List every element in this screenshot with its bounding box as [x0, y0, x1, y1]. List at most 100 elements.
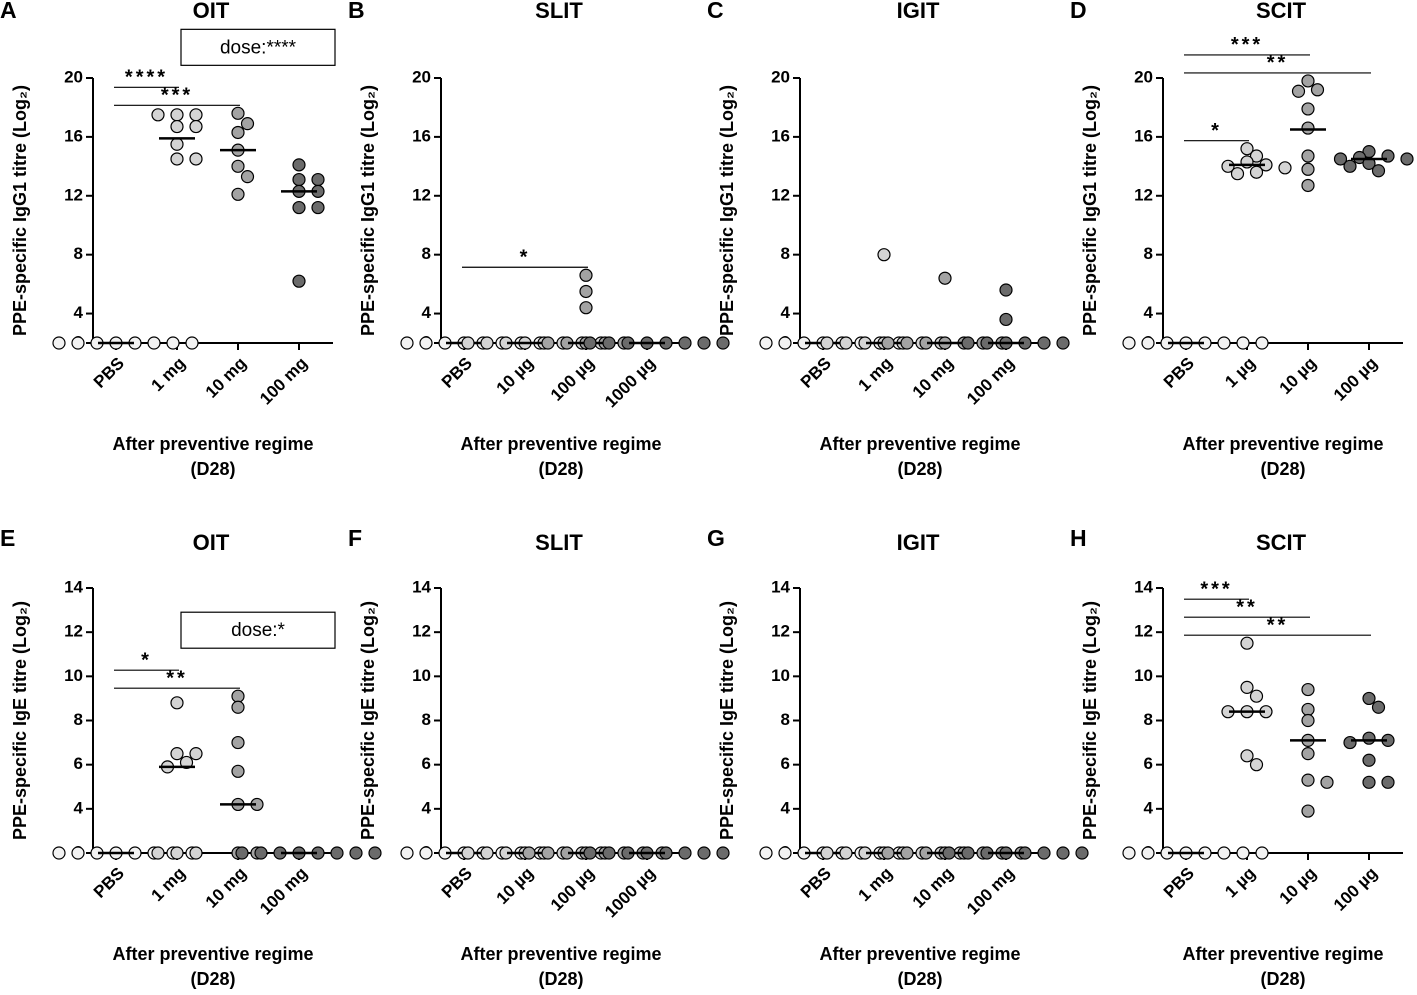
- y-axis-label: PPE-specific IgE titre (Log₂): [358, 601, 378, 840]
- data-point: [1236, 336, 1250, 350]
- x-tick-label: 10 µg: [1276, 864, 1320, 908]
- data-point: [170, 696, 184, 710]
- data-point: [1362, 731, 1376, 745]
- y-tick-label: 6: [422, 754, 431, 773]
- data-point: [185, 336, 199, 350]
- x-tick-label: 100 mg: [963, 864, 1018, 919]
- data-point: [1352, 150, 1367, 165]
- x-tick-label: 100 µg: [547, 864, 598, 915]
- y-tick-label: 16: [771, 126, 790, 145]
- data-point: [716, 846, 730, 860]
- y-tick-label: 14: [1134, 577, 1153, 596]
- data-point: [170, 119, 184, 134]
- panel-letter: C: [707, 0, 724, 23]
- x-tick-label: 1 µg: [1221, 354, 1259, 392]
- x-tick-label: 1000 µg: [601, 354, 659, 412]
- data-point: [480, 846, 494, 860]
- data-point: [900, 336, 914, 350]
- data-point: [839, 846, 853, 860]
- data-point: [419, 336, 433, 350]
- y-tick-label: 4: [1144, 798, 1154, 817]
- data-point: [480, 336, 494, 350]
- data-point: [999, 283, 1013, 297]
- data-point: [231, 689, 245, 703]
- significance-label: **: [166, 667, 188, 689]
- chart-title: SLIT: [535, 0, 583, 23]
- x-tick-label: PBS: [1160, 354, 1198, 392]
- y-tick-label: 14: [771, 577, 790, 596]
- y-tick-label: 6: [781, 754, 790, 773]
- data-point: [179, 755, 194, 770]
- data-point: [1221, 159, 1235, 173]
- x-tick-label: PBS: [797, 354, 835, 392]
- data-point: [1333, 152, 1348, 166]
- y-tick-label: 8: [1144, 710, 1153, 729]
- data-point: [583, 846, 597, 860]
- x-tick-label: 10 mg: [909, 354, 957, 402]
- data-point: [1056, 336, 1070, 350]
- data-point: [579, 268, 593, 282]
- data-point: [231, 106, 245, 120]
- data-point: [1141, 846, 1155, 860]
- data-point: [678, 336, 692, 350]
- data-point: [189, 846, 203, 860]
- x-axis-label: After preventive regime: [819, 434, 1020, 454]
- y-tick-label: 20: [64, 67, 83, 86]
- data-point: [1249, 689, 1264, 703]
- panel-letter: A: [0, 0, 17, 23]
- dose-label: dose:*: [231, 620, 285, 641]
- y-axis-label: PPE-specific IgG1 titre (Log₂): [358, 85, 378, 336]
- chart-title: SLIT: [535, 530, 583, 555]
- y-axis-label: PPE-specific IgE titre (Log₂): [10, 601, 30, 840]
- data-point: [1301, 773, 1315, 787]
- y-tick-label: 20: [771, 67, 790, 86]
- x-tick-label: PBS: [1160, 864, 1198, 902]
- data-point: [778, 336, 792, 350]
- data-point: [71, 846, 85, 860]
- data-point: [1381, 149, 1395, 163]
- data-point: [1400, 152, 1414, 166]
- data-point: [254, 846, 268, 860]
- data-point: [461, 336, 475, 350]
- x-tick-label: 100 mg: [256, 354, 311, 409]
- x-tick-label: 10 mg: [202, 354, 250, 402]
- data-point: [1371, 700, 1386, 714]
- data-point: [1362, 691, 1376, 706]
- data-point: [189, 747, 203, 761]
- x-tick-label: 1 µg: [1221, 864, 1259, 902]
- x-axis-label: (D28): [538, 969, 583, 989]
- y-tick-label: 4: [781, 303, 791, 322]
- x-tick-label: 10 µg: [1276, 354, 1320, 398]
- y-tick-label: 8: [781, 244, 790, 263]
- data-point: [1255, 336, 1269, 350]
- y-tick-label: 14: [64, 577, 83, 596]
- data-point: [1217, 846, 1231, 860]
- y-tick-label: 6: [74, 754, 83, 773]
- x-axis-label: (D28): [1260, 459, 1305, 479]
- data-point: [697, 846, 711, 860]
- data-point: [189, 108, 203, 122]
- x-tick-label: PBS: [438, 354, 476, 392]
- data-point: [1301, 162, 1315, 176]
- data-point: [419, 846, 433, 860]
- data-point: [1056, 846, 1070, 860]
- data-point: [231, 125, 245, 140]
- y-tick-label: 12: [412, 622, 431, 641]
- data-point: [839, 336, 853, 350]
- y-axis-label: PPE-specific IgG1 titre (Log₂): [717, 85, 737, 336]
- data-point: [1236, 846, 1250, 860]
- chart-title: OIT: [193, 530, 230, 555]
- data-point: [1343, 735, 1357, 750]
- x-axis-label: (D28): [897, 969, 942, 989]
- significance-label: *: [520, 247, 531, 269]
- data-point: [1249, 165, 1264, 179]
- data-point: [1075, 846, 1089, 860]
- data-point: [330, 846, 344, 860]
- significance-label: **: [1267, 614, 1289, 636]
- x-axis-label: After preventive regime: [1182, 434, 1383, 454]
- y-tick-label: 10: [771, 666, 790, 685]
- data-point: [579, 284, 593, 299]
- significance-label: *: [1211, 120, 1222, 142]
- y-tick-label: 8: [781, 710, 790, 729]
